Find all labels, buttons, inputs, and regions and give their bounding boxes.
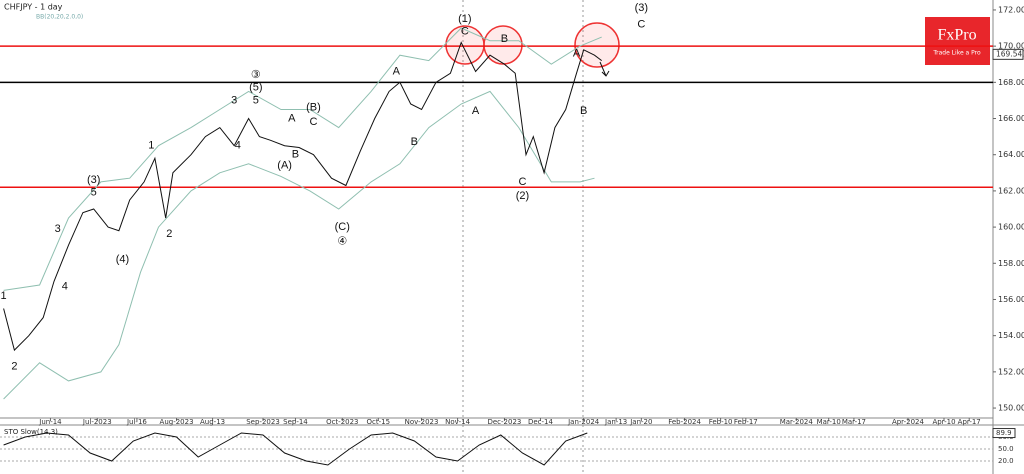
x-tick-label: Sep-2023 (246, 418, 280, 426)
x-tick-label: Jan-20 (629, 418, 652, 426)
price-line (3, 90, 595, 400)
wave-label: B (580, 105, 587, 117)
wave-label: B (411, 136, 418, 148)
wave-label: ④ (337, 235, 347, 247)
price-line (3, 41, 602, 352)
price-line (3, 27, 602, 291)
wave-label: 3 (231, 94, 237, 106)
logo-tagline: Trade Like a Pro (932, 50, 981, 57)
oscillator-current-label: 89.9 (996, 429, 1012, 437)
highlight-circle (574, 22, 620, 68)
y-tick-label: 160.000 (998, 223, 1024, 232)
y-tick-label: 166.000 (998, 114, 1024, 123)
y-tick-label: 162.000 (998, 186, 1024, 195)
wave-label: 3 (55, 223, 61, 235)
wave-label: A (573, 47, 581, 59)
wave-label: 2 (166, 228, 172, 240)
x-tick-label: Jan-2024 (567, 418, 600, 426)
direction-arrow (599, 61, 610, 77)
oscillator-tick-label: 50.0 (998, 445, 1014, 453)
x-tick-label: Sep-14 (283, 418, 308, 426)
x-tick-label: Mar-10 (817, 418, 841, 426)
wave-label: A (393, 65, 401, 77)
wave-label: C (518, 176, 526, 188)
wave-label: 5 (91, 187, 97, 199)
x-tick-label: Apr-2024 (892, 418, 925, 426)
x-tick-label: Jul-2023 (82, 418, 112, 426)
y-tick-label: 168.000 (998, 78, 1024, 87)
x-tick-label: Feb-10 (709, 418, 733, 426)
x-tick-label: Oct-2023 (326, 418, 358, 426)
wave-label: C (637, 18, 645, 30)
wave-label: (3) (635, 2, 648, 14)
x-tick-label: Jul-16 (126, 418, 147, 426)
wave-label: B (501, 33, 508, 45)
wave-label: 1 (148, 140, 154, 152)
wave-label: 5 (253, 94, 259, 106)
wave-label: B (292, 149, 299, 161)
x-tick-label: Jun-14 (38, 418, 62, 426)
x-tick-label: Nov-14 (445, 418, 470, 426)
logo-box (925, 17, 990, 65)
y-tick-label: 164.000 (998, 150, 1024, 159)
x-tick-label: Apr-17 (958, 418, 981, 426)
x-tick-label: Oct-15 (367, 418, 391, 426)
wave-label: (A) (277, 159, 292, 171)
chart-title: CHFJPY - 1 day (4, 3, 63, 12)
current-price-box (992, 48, 1024, 60)
x-tick-label: Mar-2024 (780, 418, 814, 426)
y-tick-label: 152.000 (998, 367, 1024, 376)
logo-name: FxPro (937, 27, 976, 44)
y-tick-label: 156.000 (998, 295, 1024, 304)
x-tick-label: Aug-13 (200, 418, 225, 426)
wave-label: (1) (458, 13, 471, 25)
wave-label: ③ (251, 69, 261, 81)
wave-label: A (288, 112, 296, 124)
wave-label: 4 (62, 281, 68, 293)
wave-label: A (472, 105, 480, 117)
current-price-label: 169.547 (996, 49, 1024, 58)
x-tick-label: Mar-17 (842, 418, 866, 426)
y-tick-label: 172.000 (998, 5, 1024, 14)
wave-label: 4 (235, 140, 241, 152)
wave-label: C (309, 116, 317, 128)
oscillator-current-box (992, 428, 1016, 439)
y-tick-label: 154.000 (998, 331, 1024, 340)
x-tick-label: Feb-17 (734, 418, 758, 426)
y-tick-label: 158.000 (998, 259, 1024, 268)
indicator-caption: BB(20,20,2.0,0) (36, 14, 83, 21)
wave-label: (3) (87, 174, 100, 186)
wave-label: (2) (516, 190, 529, 202)
x-tick-label: Aug-2023 (160, 418, 194, 426)
x-tick-label: Dec-14 (528, 418, 554, 426)
wave-label: 1 (1, 290, 7, 302)
oscillator-tick-label: 20.0 (998, 457, 1014, 465)
price-line (3, 432, 588, 466)
x-tick-label: Feb-2024 (668, 418, 701, 426)
x-tick-label: Jan-13 (604, 418, 627, 426)
x-tick-label: Apr-10 (932, 418, 955, 426)
x-tick-label: Dec-2023 (487, 418, 521, 426)
x-tick-label: Nov-2023 (405, 418, 439, 426)
highlight-circle (483, 25, 523, 65)
wave-label: 2 (11, 360, 17, 372)
wave-label: (B) (306, 102, 321, 114)
wave-label: (C) (335, 221, 350, 233)
wave-label: (5) (249, 82, 262, 94)
wave-label: (4) (116, 254, 129, 266)
y-tick-label: 150.000 (998, 404, 1024, 413)
oscillator-title: STO Slow(14,3) (4, 428, 58, 436)
y-tick-label: 170.000 (998, 42, 1024, 51)
wave-label: C (461, 26, 469, 38)
